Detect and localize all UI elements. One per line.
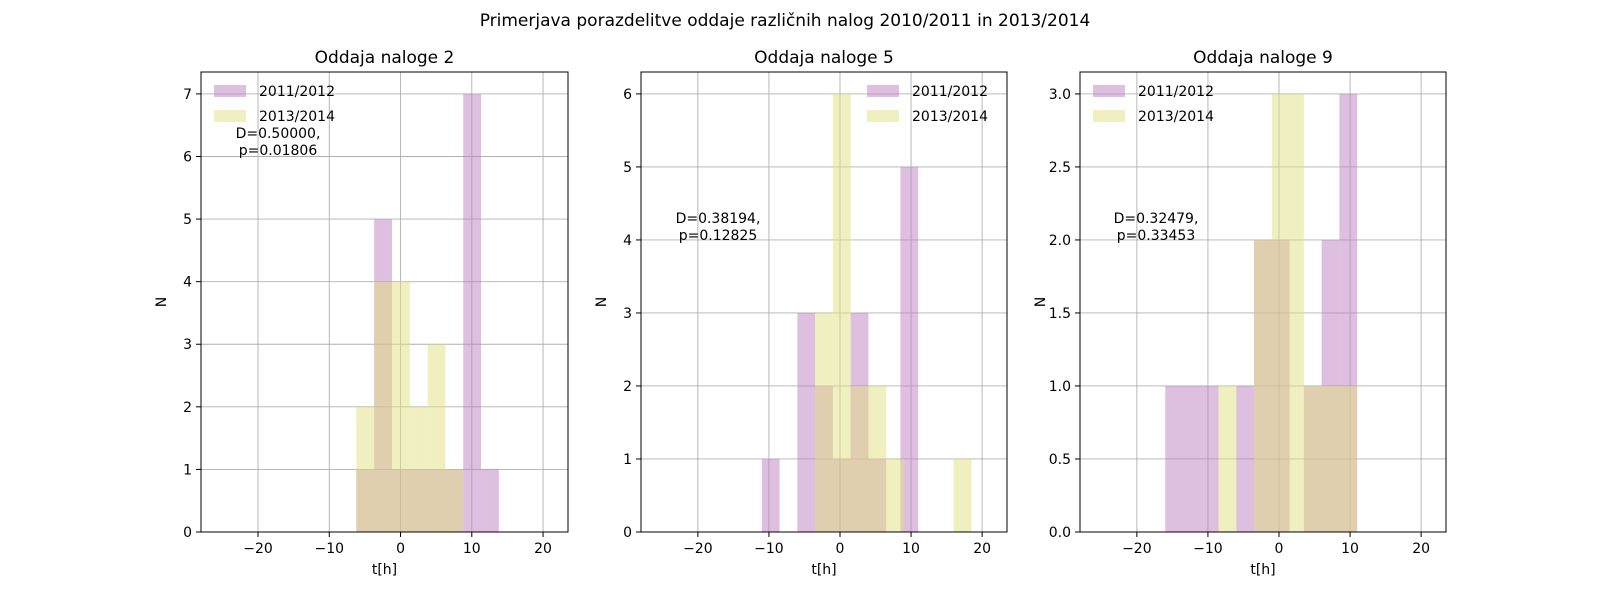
stat-annotation-p: p=0.12825 [679, 228, 758, 244]
legend-swatch [867, 85, 899, 97]
x-tick-label: 20 [534, 541, 552, 557]
y-tick-label: 3 [623, 306, 632, 322]
histogram-bar-b [868, 385, 887, 532]
legend-swatch [214, 110, 246, 122]
histogram-bar-b [815, 312, 833, 532]
x-tick-label: −20 [1122, 541, 1152, 557]
histogram-bar-a [1165, 385, 1219, 532]
x-tick-label: 10 [902, 541, 920, 557]
histogram-bar-b [850, 385, 869, 532]
histogram-bar-b [1321, 385, 1358, 532]
histogram-bar-b [1218, 385, 1237, 532]
chart-panel-3: −20 −10 0 10 20 0.0 0.5 1.0 1.5 2.0 2.5 3.0 Oddaja n… [1033, 48, 1447, 578]
x-tick-label: 0 [836, 541, 845, 557]
histogram-bar-b [409, 406, 428, 532]
x-tick-label: −10 [314, 541, 344, 557]
legend-label: 2013/2014 [1138, 109, 1214, 125]
stat-annotation-d: D=0.50000, [236, 126, 321, 142]
stat-annotation-p: p=0.01806 [239, 143, 318, 159]
x-tick-label: −10 [754, 541, 784, 557]
axes-frame [1079, 71, 1447, 533]
y-tick-label: 6 [623, 87, 632, 103]
y-tick-label: 5 [623, 160, 632, 176]
legend-swatch [867, 110, 899, 122]
histogram-bar-a [797, 312, 816, 532]
chart-title: Oddaja naloge 5 [754, 48, 894, 68]
legend-label: 2011/2012 [259, 84, 335, 100]
x-tick-label: 10 [1341, 541, 1359, 557]
legend-label: 2011/2012 [1138, 84, 1214, 100]
x-tick-label: −20 [243, 541, 273, 557]
histogram-bar-a [463, 93, 482, 533]
histogram-bar-b [374, 281, 392, 532]
axes-frame [640, 71, 1008, 533]
legend-swatch [1093, 110, 1125, 122]
y-tick-label: 1 [623, 452, 632, 468]
y-tick-label: 2.0 [1049, 233, 1071, 249]
chart-panel-2: −20 −10 0 10 20 0 1 2 3 4 5 6 Oddaja naloge 5 t[h] N 20… [594, 48, 1008, 578]
histogram-bar-b [886, 458, 904, 532]
y-tick-label: 2 [623, 379, 632, 395]
y-axis-label: N [154, 297, 170, 307]
stat-annotation-d: D=0.32479, [1114, 211, 1199, 227]
x-axis-label: t[h] [372, 562, 397, 578]
histogram-bar-b [445, 469, 464, 532]
x-axis-label: t[h] [1250, 562, 1275, 578]
x-tick-label: 10 [463, 541, 481, 557]
y-tick-label: 0.0 [1049, 525, 1071, 541]
x-tick-label: −20 [683, 541, 713, 557]
y-tick-label: 5 [183, 212, 192, 228]
y-tick-label: 1.0 [1049, 379, 1071, 395]
histogram-bar-b [427, 344, 446, 532]
x-tick-label: 0 [1275, 541, 1284, 557]
y-tick-label: 2.5 [1049, 160, 1071, 176]
y-axis-label: N [594, 297, 610, 307]
y-tick-label: 1 [183, 462, 192, 478]
axes-frame [200, 71, 569, 533]
legend-swatch [1093, 85, 1125, 97]
histogram-bar-a [761, 458, 780, 532]
y-tick-label: 3.0 [1049, 87, 1071, 103]
histogram-bar-b [391, 281, 410, 532]
histogram-bar-a [1236, 385, 1255, 532]
chart-title: Oddaja naloge 9 [1193, 48, 1333, 68]
y-tick-label: 2 [183, 400, 192, 416]
x-tick-label: 20 [1412, 541, 1430, 557]
histogram-bar-a [481, 469, 499, 532]
histogram-bar-b [953, 458, 972, 532]
x-tick-label: 0 [396, 541, 405, 557]
y-tick-label: 3 [183, 337, 192, 353]
histogram-bar-a [900, 166, 919, 532]
y-tick-label: 0 [623, 525, 632, 541]
y-tick-label: 1.5 [1049, 306, 1071, 322]
y-tick-label: 4 [183, 275, 192, 291]
figure-suptitle: Primerjava porazdelitve oddaje različnih… [480, 11, 1091, 31]
histogram-bar-b [1254, 239, 1272, 532]
legend-label: 2011/2012 [912, 84, 988, 100]
histogram-bar-b [1303, 385, 1322, 532]
x-axis-label: t[h] [811, 562, 836, 578]
stat-annotation-p: p=0.33453 [1117, 228, 1196, 244]
legend-label: 2013/2014 [912, 109, 988, 125]
stat-annotation-d: D=0.38194, [676, 211, 761, 227]
x-tick-label: 20 [973, 541, 991, 557]
y-tick-label: 0.5 [1049, 452, 1071, 468]
histogram-bar-b [356, 406, 375, 532]
legend-label: 2013/2014 [259, 109, 335, 125]
y-tick-label: 6 [183, 149, 192, 165]
y-tick-label: 7 [183, 87, 192, 103]
legend-swatch [214, 85, 246, 97]
y-axis-label: N [1033, 297, 1049, 307]
y-tick-label: 4 [623, 233, 632, 249]
chart-panel-1: −20 −10 0 10 20 0 1 2 3 4 5 6 7 Oddaja naloge 2 t[h] N 2… [154, 48, 569, 578]
histogram-bar-b [832, 93, 851, 533]
y-tick-label: 0 [183, 525, 192, 541]
x-tick-label: −10 [1193, 541, 1223, 557]
chart-title: Oddaja naloge 2 [315, 48, 455, 68]
histogram-bar-b [1271, 93, 1304, 533]
